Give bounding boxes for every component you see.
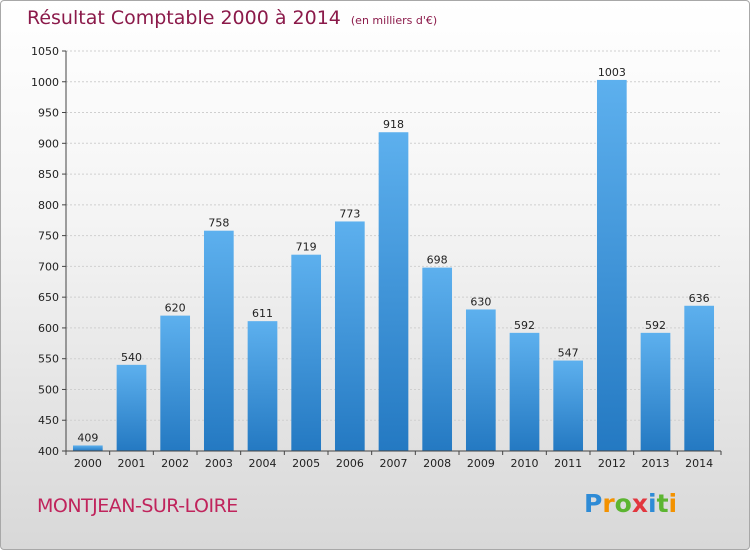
- bar: [553, 360, 584, 451]
- y-tick-label: 900: [38, 137, 59, 150]
- x-tick-label: 2013: [642, 457, 670, 470]
- bar-value-label: 773: [339, 207, 360, 220]
- bar: [203, 230, 234, 451]
- bar-value-label: 592: [645, 319, 666, 332]
- y-tick-label: 950: [38, 107, 59, 120]
- y-tick-label: 500: [38, 383, 59, 396]
- chart-title: Résultat Comptable 2000 à 2014 (en millie…: [27, 7, 437, 29]
- x-tick-label: 2003: [205, 457, 233, 470]
- bar: [378, 132, 409, 451]
- x-axis: 2000 2001 2002 2003 2004 2005 2006 2007 2008 2009…: [65, 450, 722, 470]
- bar-value-label: 611: [252, 307, 273, 320]
- y-tick-label: 450: [38, 414, 59, 427]
- bar-value-label: 409: [77, 431, 98, 444]
- chart-subtitle: (en milliers d'€): [350, 14, 438, 27]
- logo-letter: x: [631, 489, 648, 518]
- bar-value-label: 719: [296, 241, 317, 254]
- y-tick-label: 750: [38, 230, 59, 243]
- bar-value-label: 918: [383, 118, 404, 131]
- y-tick-label: 550: [38, 353, 59, 366]
- bar-value-label: 592: [514, 319, 535, 332]
- logo-letter: r: [602, 489, 615, 518]
- y-axis: 400 450 500 550 600 650 700 750 800 850 900 950 1000…: [31, 45, 67, 458]
- y-tick-label: 700: [38, 260, 59, 273]
- bar-value-label: 620: [165, 302, 186, 315]
- y-tick-label: 600: [38, 322, 59, 335]
- bar: [465, 309, 496, 451]
- bar: [509, 332, 540, 451]
- logo-letter: o: [614, 489, 632, 518]
- bar: [640, 332, 671, 451]
- logo-letter: i: [648, 489, 657, 518]
- bars: 409 540 620 758 611 719 773 918 698 630 592 547 1003…: [72, 66, 715, 451]
- bar-value-label: 758: [208, 217, 229, 230]
- bar-value-label: 547: [558, 347, 579, 360]
- bar: [596, 79, 627, 451]
- x-tick-label: 2014: [685, 457, 713, 470]
- bar-value-label: 1003: [598, 66, 626, 79]
- bar: [334, 221, 365, 451]
- x-tick-label: 2009: [467, 457, 495, 470]
- bar-value-label: 698: [427, 254, 448, 267]
- x-tick-label: 2004: [249, 457, 277, 470]
- x-tick-label: 2000: [74, 457, 102, 470]
- title-text: Résultat Comptable 2000 à 2014: [27, 7, 341, 29]
- bar: [72, 445, 103, 451]
- bar: [684, 305, 715, 451]
- proxiti-logo: Proxiti: [584, 489, 677, 518]
- bar: [160, 315, 191, 451]
- bar: [116, 364, 147, 451]
- logo-letter: P: [584, 489, 603, 518]
- commune-name: MONTJEAN-SUR-LOIRE: [37, 495, 238, 517]
- x-tick-label: 2008: [423, 457, 451, 470]
- x-tick-label: 2007: [380, 457, 408, 470]
- bar-value-label: 630: [470, 295, 491, 308]
- bar-value-label: 540: [121, 351, 142, 364]
- x-tick-label: 2011: [554, 457, 582, 470]
- logo-letter: i: [668, 489, 678, 518]
- x-tick-label: 2006: [336, 457, 364, 470]
- x-tick-label: 2001: [118, 457, 146, 470]
- logo-letter: t: [656, 489, 669, 518]
- x-tick-label: 2012: [598, 457, 626, 470]
- y-tick-label: 850: [38, 168, 59, 181]
- bar-value-label: 636: [689, 292, 710, 305]
- bar: [422, 267, 453, 451]
- y-tick-label: 400: [38, 445, 59, 458]
- bar: [291, 254, 322, 451]
- x-tick-label: 2005: [292, 457, 320, 470]
- bar: [247, 321, 278, 451]
- x-tick-label: 2010: [511, 457, 539, 470]
- y-tick-label: 650: [38, 291, 59, 304]
- y-tick-label: 800: [38, 199, 59, 212]
- y-tick-label: 1000: [31, 76, 59, 89]
- y-tick-label: 1050: [31, 45, 59, 58]
- x-tick-label: 2002: [161, 457, 189, 470]
